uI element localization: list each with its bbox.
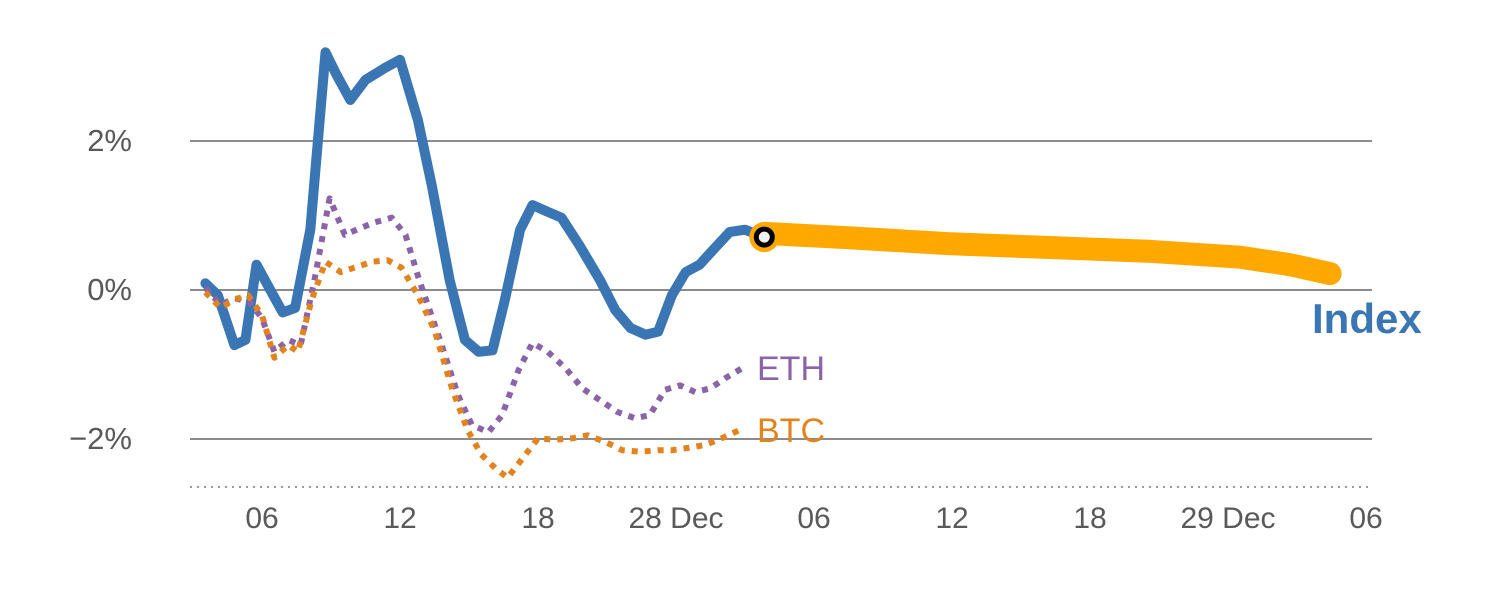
y-tick-label: 0%: [87, 272, 132, 307]
index-series-label: Index: [1312, 295, 1422, 342]
current-point-marker: [753, 226, 775, 248]
y-tick-label: −2%: [69, 421, 132, 456]
y-axis-labels: 2% 0% −2%: [0, 0, 132, 600]
index-line: [200, 47, 770, 357]
y-tick-label: 2%: [87, 123, 132, 158]
btc-series-label: BTC: [757, 412, 825, 450]
eth-series-label: ETH: [757, 350, 825, 388]
index-forecast-line: [752, 221, 1342, 286]
eth-line: [203, 195, 744, 436]
btc-line: [203, 257, 741, 481]
